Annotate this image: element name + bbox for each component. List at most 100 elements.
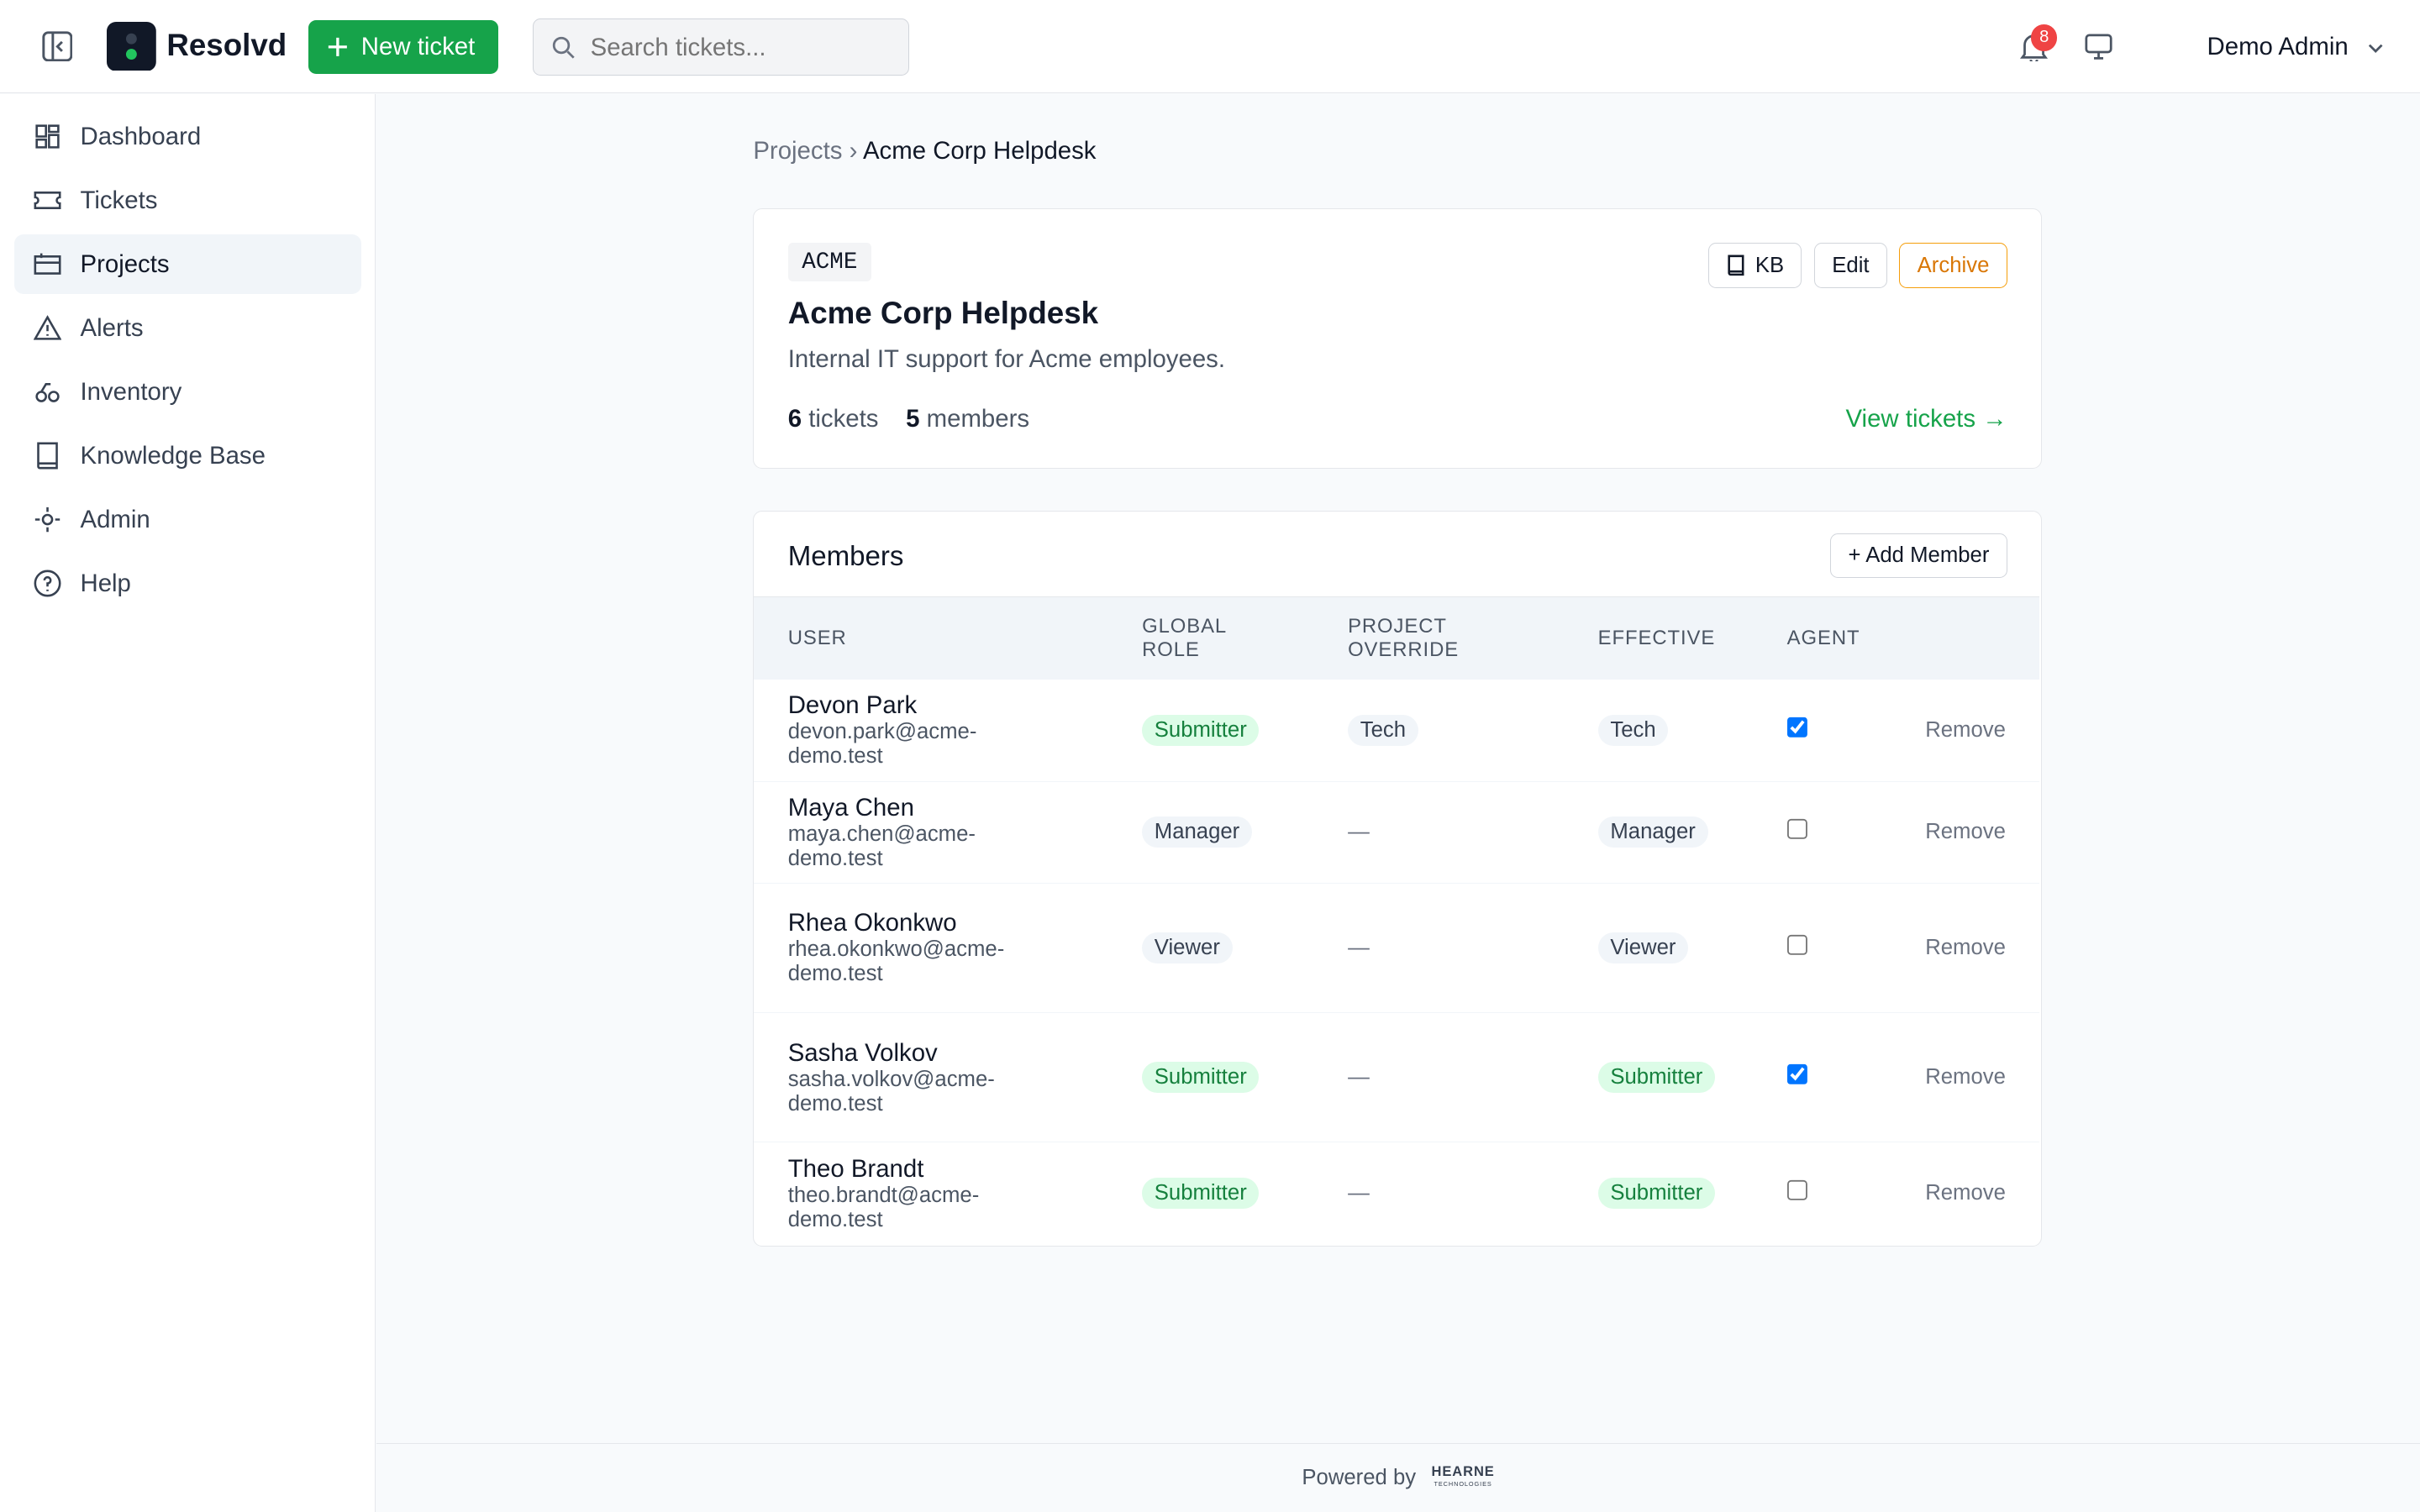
nav-item[interactable]: Projects xyxy=(13,234,361,295)
remove-link[interactable]: Remove xyxy=(1925,882,2040,1013)
tickets-label: tickets xyxy=(808,405,879,433)
member-email: sasha.volkov@acme-demo.test xyxy=(787,1067,995,1116)
column-header: GLOBAL ROLE xyxy=(1142,596,1349,680)
effective-cell: Submitter xyxy=(1597,1142,1787,1245)
column-header: EFFECTIVE xyxy=(1597,596,1787,680)
kb-button[interactable]: KB xyxy=(1707,243,1802,288)
nav-item[interactable]: Help xyxy=(14,554,361,614)
global-role-cell: Submitter xyxy=(1142,679,1349,782)
sidebar: Dashboard Tickets Projects Alerts Inventory K… xyxy=(0,94,376,1512)
user-cell: Devon Park devon.park@acme-demo.test xyxy=(754,679,1143,782)
view-tickets-link[interactable]: View tickets → xyxy=(1845,405,2007,433)
column-label: AGENT xyxy=(1786,626,1860,649)
nav-label: Knowledge Base xyxy=(80,441,266,470)
member-count: 5 xyxy=(906,405,920,433)
nav-label: Help xyxy=(80,569,131,597)
effective-cell: Viewer xyxy=(1597,882,1787,1013)
crumb-current: Acme Corp Helpdesk xyxy=(862,137,1097,165)
global-role-cell: Submitter xyxy=(1142,1012,1349,1142)
breadcrumb: Projects › Acme Corp Helpdesk xyxy=(753,137,1096,165)
members-label: members xyxy=(926,405,1030,433)
user-cell: Rhea Okonkwo rhea.okonkwo@acme-demo.test xyxy=(754,882,1143,1013)
role-badge: Viewer xyxy=(1142,932,1233,963)
project-name: Acme Corp Helpdesk xyxy=(787,295,1099,330)
top-bar: Resolvd New ticket 8 Demo Admin xyxy=(0,0,2420,94)
logo-text: HEARNE xyxy=(1431,1462,1495,1479)
main: Projects › Acme Corp Helpdesk ACME KB Ed… xyxy=(376,94,2420,1512)
override-cell: — xyxy=(1348,1142,1598,1245)
archive-button[interactable]: Archive xyxy=(1899,243,2007,288)
nav-item[interactable]: Alerts xyxy=(14,298,361,359)
member-row: Theo Brandt theo.brandt@acme-demo.test Sub… xyxy=(754,1142,2040,1245)
footer: Powered by HEARNE TECHNOLOGIES xyxy=(376,1443,2420,1512)
user-menu[interactable]: Demo Admin xyxy=(2207,33,2383,61)
column-header: USER xyxy=(754,596,1143,680)
nav-label: Admin xyxy=(80,505,150,533)
override-empty: — xyxy=(1348,935,1370,959)
member-name: Rhea Okonkwo xyxy=(787,909,957,937)
global-role-cell: Viewer xyxy=(1142,882,1349,1013)
effective-cell: Tech xyxy=(1597,679,1787,782)
member-name: Theo Brandt xyxy=(787,1154,924,1183)
agent-checkbox[interactable] xyxy=(1786,1179,1809,1201)
user-name: Demo Admin xyxy=(2207,32,2349,60)
role-badge: Viewer xyxy=(1597,932,1689,963)
override-cell: — xyxy=(1348,1012,1598,1142)
new-ticket-button[interactable]: New ticket xyxy=(308,19,499,75)
column-header: AGENT xyxy=(1786,596,1926,680)
remove-link[interactable]: Remove xyxy=(1925,1142,2040,1245)
crumb-sep: › xyxy=(849,137,858,165)
crumb-link[interactable]: Projects xyxy=(753,137,843,165)
role-badge: Submitter xyxy=(1597,1178,1716,1209)
member-name: Devon Park xyxy=(787,691,918,720)
role-badge: Submitter xyxy=(1142,715,1260,746)
sidebar-toggle[interactable] xyxy=(41,31,73,62)
role-badge: Manager xyxy=(1142,816,1252,848)
remove-link[interactable]: Remove xyxy=(1925,780,2040,884)
project-code: ACME xyxy=(787,243,871,282)
powered-by: Powered by xyxy=(1302,1466,1417,1490)
global-role-cell: Manager xyxy=(1142,780,1349,884)
nav-item[interactable]: Inventory xyxy=(14,362,361,423)
member-row: Maya Chen maya.chen@acme-demo.test Manager… xyxy=(754,780,2040,884)
nav-item[interactable]: Tickets xyxy=(14,171,361,231)
role-badge: Submitter xyxy=(1142,1178,1260,1209)
agent-checkbox[interactable] xyxy=(1786,934,1809,956)
add-member-button[interactable]: + Add Member xyxy=(1830,533,2007,579)
kb-label: KB xyxy=(1754,253,1785,277)
members-card: Members + Add Member USER GLOBAL ROLE PROJ… xyxy=(753,510,2042,1247)
edit-button[interactable]: Edit xyxy=(1814,243,1887,288)
role-badge: Tech xyxy=(1597,715,1669,746)
user-cell: Maya Chen maya.chen@acme-demo.test xyxy=(754,780,1143,884)
nav-label: Inventory xyxy=(80,377,182,406)
agent-cell xyxy=(1786,780,1926,884)
override-empty: — xyxy=(1348,1065,1370,1089)
column-header: PROJECT OVERRIDE xyxy=(1348,596,1598,680)
nav-item[interactable]: Dashboard xyxy=(14,107,361,167)
column-label: PROJECT OVERRIDE xyxy=(1348,614,1460,661)
agent-checkbox[interactable] xyxy=(1786,1063,1809,1085)
nav-item[interactable]: Admin xyxy=(14,490,361,550)
remove-link[interactable]: Remove xyxy=(1925,1012,2040,1142)
role-badge: Submitter xyxy=(1142,1062,1260,1093)
agent-checkbox[interactable] xyxy=(1786,818,1809,840)
project-actions: KB Edit Archive xyxy=(1707,243,2007,288)
brand: Resolvd xyxy=(166,28,287,63)
search-input[interactable] xyxy=(587,31,895,64)
override-cell: — xyxy=(1348,882,1598,1013)
user-cell: Sasha Volkov sasha.volkov@acme-demo.test xyxy=(754,1012,1143,1142)
effective-cell: Manager xyxy=(1597,780,1787,884)
role-badge: Manager xyxy=(1597,816,1708,848)
remove-link[interactable]: Remove xyxy=(1925,679,2040,782)
member-email: maya.chen@acme-demo.test xyxy=(787,822,976,870)
project-stats: 6 tickets 5 members xyxy=(788,405,1029,433)
ticket-count: 6 xyxy=(787,405,802,433)
display-toggle[interactable] xyxy=(2085,34,2113,60)
override-cell: Tech xyxy=(1348,679,1598,782)
new-ticket-label: New ticket xyxy=(360,33,476,61)
agent-checkbox[interactable] xyxy=(1786,717,1809,738)
search-box[interactable] xyxy=(532,18,909,76)
nav-item[interactable]: Knowledge Base xyxy=(14,426,361,486)
agent-cell xyxy=(1786,1012,1926,1142)
